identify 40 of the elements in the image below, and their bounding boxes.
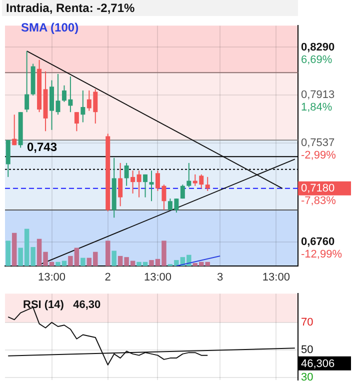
- bar: [112, 250, 116, 266]
- text: 1,84%: [301, 102, 332, 114]
- x-tick-label: 13:00: [38, 272, 66, 284]
- candlestick: [80, 90, 86, 123]
- bar: [6, 240, 10, 266]
- y-tick-label: 0,7537: [301, 137, 335, 150]
- y-tick-label: 0,8290: [301, 41, 335, 54]
- text: SMA (100): [21, 20, 79, 34]
- text: -12,99%: [301, 248, 342, 260]
- ref-line-label: 0,7180: [301, 182, 335, 194]
- candlestick: [136, 170, 142, 198]
- text: -2,99%: [301, 150, 336, 162]
- chart-title: Intradia, Renta: -2,71%: [2, 0, 298, 16]
- x-tick-label: 3: [217, 272, 224, 284]
- text: 6,69%: [301, 54, 332, 66]
- candlestick: [124, 162, 129, 186]
- text: RSI (14) 46,30: [23, 299, 101, 312]
- candlestick: [130, 170, 136, 194]
- y-tick-label: 30: [301, 371, 314, 384]
- candlestick: [24, 50, 30, 113]
- x-tick-label: 13:00: [262, 272, 290, 284]
- candlestick: [186, 162, 192, 188]
- y-tick-label: 0,6760: [301, 236, 335, 248]
- candlestick: [205, 176, 210, 192]
- y-tick-label: 70: [301, 316, 314, 328]
- ref-line-label: 0,743: [27, 140, 58, 154]
- bar: [12, 232, 17, 266]
- candlestick: [180, 184, 185, 200]
- candlestick: [74, 112, 79, 132]
- text: -7,83%: [301, 194, 336, 207]
- candlestick: [12, 114, 17, 146]
- x-tick-label: 13:00: [144, 272, 172, 284]
- y-tick-label: 50: [301, 344, 314, 356]
- y-tick-label: 0,7913: [301, 89, 335, 102]
- candlestick: [143, 174, 148, 198]
- bar: [105, 240, 110, 266]
- text: 46,306: [301, 358, 335, 370]
- x-tick-label: 2: [104, 272, 111, 284]
- candlestick: [118, 162, 123, 207]
- bar: [80, 258, 86, 266]
